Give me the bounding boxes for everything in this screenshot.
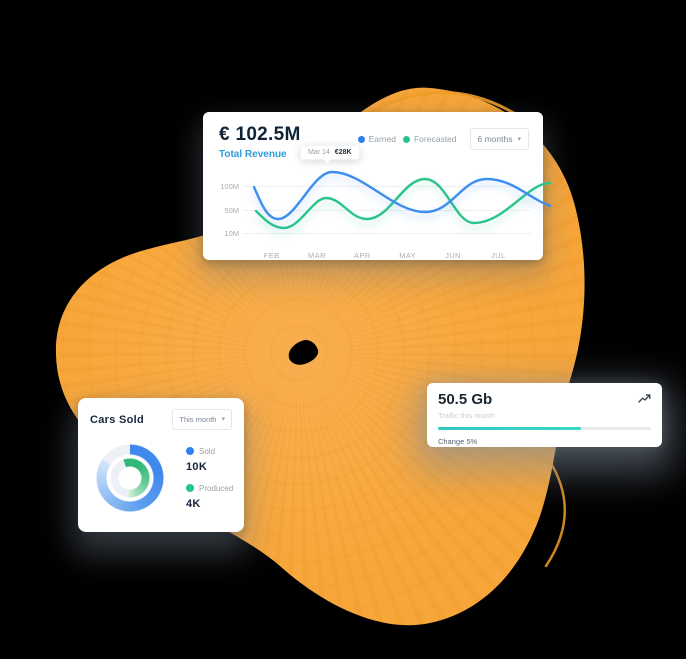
traffic-change-label: Change 5% bbox=[438, 437, 478, 446]
legend-forecasted-label: Forecasted bbox=[413, 134, 457, 144]
earned-dot-icon bbox=[357, 135, 365, 143]
produced-legend-item: Produced bbox=[186, 484, 233, 493]
legend-earned: Earned bbox=[357, 134, 396, 144]
x-axis-tick: FEB bbox=[263, 251, 280, 260]
traffic-card: 50.5 Gb Traffic this month Change 5% bbox=[427, 383, 662, 447]
produced-ring bbox=[110, 458, 150, 498]
revenue-value: € 102.5M bbox=[219, 124, 301, 145]
sold-dot-icon bbox=[186, 447, 194, 455]
cars-card-title: Cars Sold bbox=[90, 413, 145, 426]
month-dropdown-label: This month bbox=[179, 415, 217, 424]
tooltip-value: €28K bbox=[334, 149, 352, 156]
legend-forecasted: Forecasted bbox=[402, 134, 457, 144]
x-axis-tick: JUN bbox=[445, 251, 461, 260]
sold-label: Sold bbox=[199, 446, 216, 456]
range-dropdown[interactable]: 6 months ▾ bbox=[469, 128, 529, 150]
cars-sold-card: Cars Sold This month ▾ Sold 10K Produced bbox=[78, 398, 244, 532]
y-axis-tick: 10M bbox=[224, 229, 239, 238]
x-axis-tick: APR bbox=[354, 251, 371, 260]
month-dropdown[interactable]: This month ▾ bbox=[172, 409, 232, 430]
tooltip-date: Mar 14 bbox=[308, 149, 330, 156]
legend-earned-label: Earned bbox=[368, 134, 396, 144]
traffic-card-header: 50.5 Gb bbox=[438, 391, 651, 408]
revenue-card: € 102.5M Total Revenue Earned Forecasted… bbox=[203, 112, 551, 262]
revenue-subtitle: Total Revenue bbox=[219, 149, 287, 160]
cars-card-body: Sold 10K Produced 4K bbox=[90, 444, 233, 512]
gridline bbox=[243, 233, 531, 234]
range-dropdown-label: 6 months bbox=[477, 134, 513, 144]
cars-card-header: Cars Sold This month ▾ bbox=[90, 409, 232, 430]
sold-legend-item: Sold bbox=[186, 447, 233, 456]
produced-value: 4K bbox=[186, 497, 201, 510]
earned-line bbox=[252, 170, 551, 221]
revenue-line-chart: 100M 50M 10M FEB MAR APR MAY JUN JUL bbox=[215, 168, 551, 262]
y-axis-tick: 100M bbox=[220, 182, 239, 191]
revenue-summary: € 102.5M Total Revenue bbox=[219, 124, 301, 160]
sold-value: 10K bbox=[186, 460, 208, 473]
produced-dot-icon bbox=[186, 484, 194, 492]
traffic-progress-track bbox=[438, 427, 651, 430]
revenue-controls: Earned Forecasted 6 months ▾ bbox=[357, 128, 529, 150]
cars-legend: Sold 10K Produced 4K bbox=[186, 447, 233, 510]
forecasted-line bbox=[254, 177, 551, 230]
x-axis-tick: JUL bbox=[491, 251, 506, 260]
chevron-down-icon: ▾ bbox=[221, 416, 225, 423]
chart-series-lines bbox=[252, 170, 551, 230]
y-axis-tick: 50M bbox=[224, 206, 239, 215]
revenue-card-header: € 102.5M Total Revenue Earned Forecasted… bbox=[219, 124, 529, 160]
forecasted-dot-icon bbox=[402, 135, 410, 143]
x-axis-labels: FEB MAR APR MAY JUN JUL bbox=[243, 251, 535, 260]
traffic-subtitle: Traffic this month bbox=[438, 411, 496, 420]
x-axis-tick: MAY bbox=[399, 251, 417, 260]
x-axis-tick: MAR bbox=[308, 251, 326, 260]
chart-tooltip: Mar 14 €28K bbox=[300, 145, 360, 163]
produced-label: Produced bbox=[199, 483, 234, 493]
traffic-value: 50.5 Gb bbox=[438, 391, 493, 408]
trending-up-icon bbox=[638, 394, 651, 403]
traffic-progress-fill bbox=[438, 427, 581, 430]
chevron-down-icon: ▾ bbox=[517, 135, 521, 143]
gridline bbox=[243, 186, 531, 187]
cars-donut-chart bbox=[96, 444, 164, 512]
